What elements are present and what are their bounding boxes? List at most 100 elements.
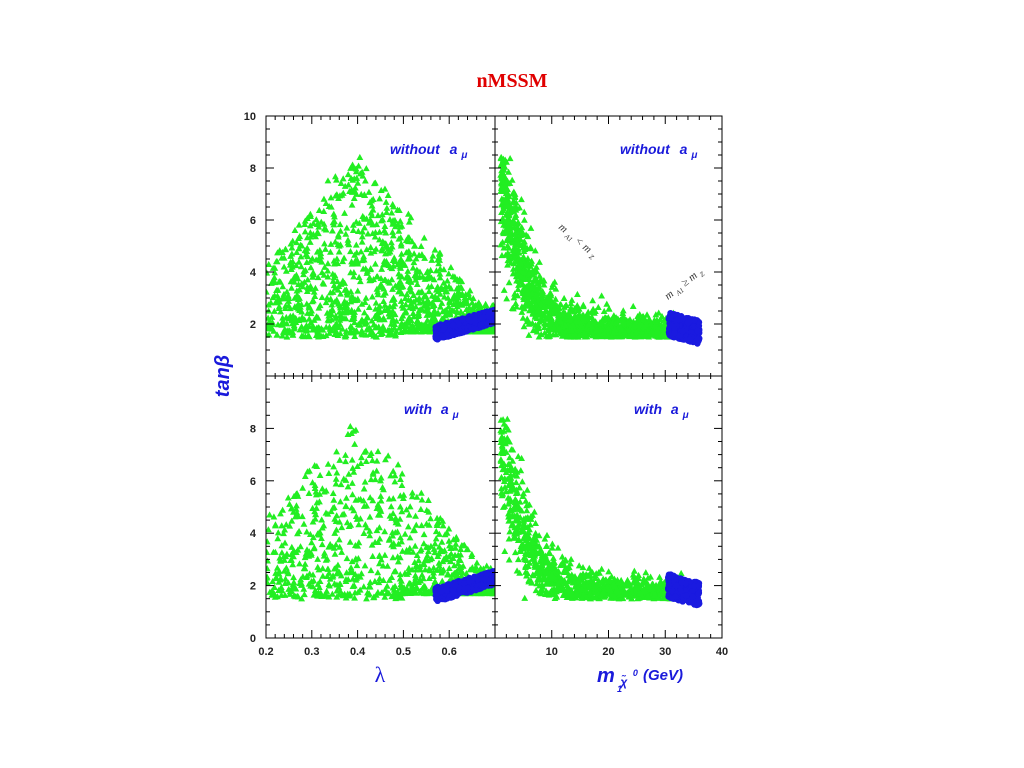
green-point xyxy=(374,447,382,455)
green-point xyxy=(381,528,389,535)
green-point xyxy=(431,246,439,253)
green-point xyxy=(489,301,495,308)
green-point xyxy=(440,266,448,273)
green-point xyxy=(280,530,287,537)
green-point xyxy=(367,243,375,250)
green-point xyxy=(520,239,527,246)
green-point xyxy=(422,327,429,334)
green-point xyxy=(338,511,346,518)
green-point xyxy=(322,323,330,330)
green-point xyxy=(396,217,404,224)
green-point xyxy=(318,293,326,300)
green-point xyxy=(404,523,412,530)
green-point xyxy=(641,332,649,339)
green-point xyxy=(520,269,528,276)
green-point xyxy=(362,294,370,301)
green-point xyxy=(422,587,429,594)
green-point xyxy=(512,273,520,280)
green-point xyxy=(279,314,286,321)
green-point xyxy=(443,277,451,284)
green-point xyxy=(398,470,406,477)
green-point xyxy=(304,468,311,475)
green-point xyxy=(528,305,536,313)
green-point xyxy=(349,221,357,228)
blue-point xyxy=(433,595,440,603)
green-point xyxy=(524,302,531,309)
green-point xyxy=(336,311,344,318)
green-point xyxy=(414,312,422,320)
green-point xyxy=(391,310,399,318)
green-point xyxy=(645,315,653,322)
green-point xyxy=(356,277,364,285)
green-point xyxy=(527,224,535,231)
green-point xyxy=(537,300,545,307)
green-point xyxy=(544,298,552,305)
green-point xyxy=(653,323,661,330)
green-point xyxy=(446,299,453,306)
green-point xyxy=(266,573,271,580)
green-point xyxy=(394,528,401,535)
green-point xyxy=(351,296,359,303)
green-point xyxy=(324,273,332,280)
green-point xyxy=(398,508,406,515)
green-point xyxy=(532,263,540,270)
green-point xyxy=(362,457,370,465)
green-point xyxy=(425,565,433,572)
green-point xyxy=(379,562,387,569)
green-point xyxy=(321,549,328,556)
green-point xyxy=(406,286,414,293)
blue-point xyxy=(668,311,675,319)
green-point xyxy=(488,328,495,335)
green-point xyxy=(519,314,527,321)
green-point xyxy=(427,319,434,326)
green-point xyxy=(318,541,326,548)
green-point xyxy=(301,560,309,567)
green-point xyxy=(339,325,346,332)
blue-point xyxy=(470,325,477,332)
green-point xyxy=(363,215,371,222)
blue-point xyxy=(478,582,485,589)
green-point xyxy=(315,206,323,213)
green-point xyxy=(342,309,350,316)
green-point xyxy=(600,317,608,324)
green-point xyxy=(354,287,362,294)
green-point xyxy=(360,497,367,504)
green-point xyxy=(325,469,333,476)
green-point xyxy=(266,579,271,586)
green-point xyxy=(509,265,517,272)
green-point xyxy=(417,489,425,496)
blue-point xyxy=(451,591,458,598)
green-point xyxy=(314,563,322,570)
green-point xyxy=(619,316,627,323)
green-point xyxy=(363,595,370,602)
green-point xyxy=(357,190,365,197)
green-point xyxy=(417,505,425,513)
green-point xyxy=(324,565,332,572)
green-point xyxy=(518,308,526,315)
green-point xyxy=(477,590,485,597)
green-point xyxy=(353,561,361,569)
green-point xyxy=(357,248,365,255)
blue-point xyxy=(432,334,440,341)
green-point xyxy=(277,278,284,285)
green-point xyxy=(311,292,319,300)
green-point xyxy=(322,226,330,233)
green-point xyxy=(382,250,389,257)
green-point xyxy=(378,265,386,272)
green-point xyxy=(515,249,523,256)
green-point xyxy=(277,557,285,564)
green-point xyxy=(373,285,381,292)
green-point xyxy=(310,577,318,584)
green-point xyxy=(504,242,512,249)
green-point xyxy=(303,572,311,579)
green-point xyxy=(369,457,376,464)
green-point xyxy=(373,221,381,228)
green-point xyxy=(515,219,522,226)
green-point xyxy=(640,323,648,330)
green-point xyxy=(434,552,442,559)
green-point xyxy=(272,574,279,582)
green-point xyxy=(298,580,305,587)
green-point xyxy=(589,297,597,304)
green-point xyxy=(452,544,459,551)
green-point xyxy=(301,565,309,572)
